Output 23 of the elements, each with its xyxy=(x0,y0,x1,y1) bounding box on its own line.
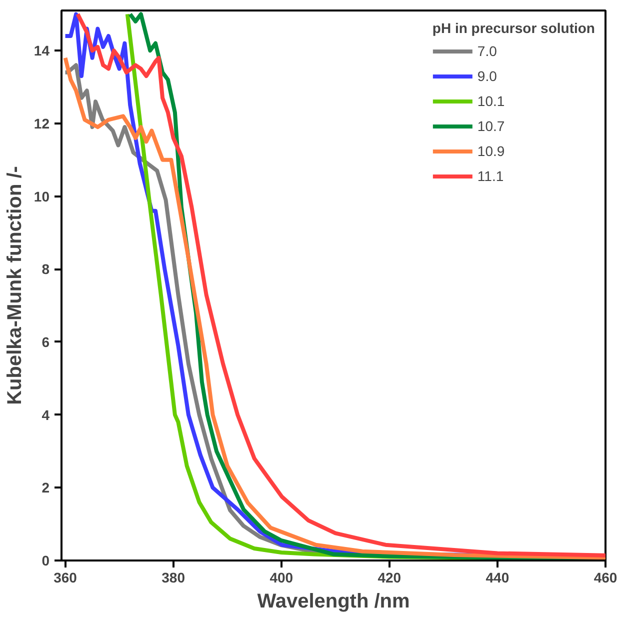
y-tick-label: 4 xyxy=(42,406,50,423)
y-tick-label: 6 xyxy=(42,334,50,350)
legend-label: 10.7 xyxy=(477,118,505,134)
y-tick-label: 14 xyxy=(34,42,50,59)
legend-label: 9.0 xyxy=(477,68,498,84)
x-tick-label: 400 xyxy=(270,570,294,586)
x-axis-title: Wavelength /nm xyxy=(257,590,410,612)
x-tick-label: 420 xyxy=(378,570,402,586)
legend-label: 7.0 xyxy=(477,43,498,59)
x-tick-label: 460 xyxy=(594,570,618,586)
x-tick-label: 360 xyxy=(54,570,78,586)
y-tick-label: 2 xyxy=(42,480,50,496)
y-tick-label: 12 xyxy=(34,115,50,132)
y-tick-label: 8 xyxy=(42,261,50,278)
legend-label: 10.1 xyxy=(477,93,505,109)
y-tick-label: 0 xyxy=(42,552,50,568)
x-tick-label: 380 xyxy=(162,570,186,586)
legend-label: 11.1 xyxy=(477,168,504,184)
y-axis-title: Kubelka-Munk function /- xyxy=(4,166,26,405)
legend-title: pH in precursor solution xyxy=(432,20,595,36)
y-tick-label: 10 xyxy=(34,188,50,204)
x-tick-label: 440 xyxy=(486,570,510,586)
legend-label: 10.9 xyxy=(477,143,505,159)
